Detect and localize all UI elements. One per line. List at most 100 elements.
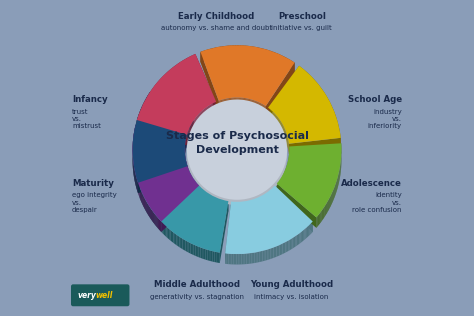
Polygon shape: [209, 194, 210, 204]
Polygon shape: [183, 59, 184, 71]
Polygon shape: [297, 234, 298, 246]
Polygon shape: [283, 56, 284, 67]
Wedge shape: [277, 143, 341, 217]
Polygon shape: [215, 47, 217, 58]
Polygon shape: [201, 51, 202, 62]
Polygon shape: [227, 98, 228, 109]
Polygon shape: [141, 107, 142, 119]
Polygon shape: [158, 80, 159, 92]
Polygon shape: [161, 222, 163, 233]
Polygon shape: [169, 229, 171, 241]
Polygon shape: [146, 201, 147, 213]
Polygon shape: [203, 189, 204, 200]
Polygon shape: [274, 185, 275, 197]
Polygon shape: [246, 98, 247, 109]
Polygon shape: [150, 207, 151, 219]
Polygon shape: [202, 51, 203, 62]
Polygon shape: [144, 100, 145, 112]
Polygon shape: [302, 230, 303, 242]
Polygon shape: [232, 98, 233, 108]
Polygon shape: [214, 102, 215, 113]
Polygon shape: [223, 99, 224, 110]
Polygon shape: [208, 193, 209, 204]
Polygon shape: [137, 181, 138, 193]
Polygon shape: [299, 233, 301, 244]
Polygon shape: [236, 202, 237, 212]
Polygon shape: [275, 185, 313, 232]
Polygon shape: [143, 195, 144, 207]
Polygon shape: [265, 193, 266, 204]
Polygon shape: [289, 59, 291, 70]
Polygon shape: [251, 200, 252, 210]
Polygon shape: [205, 191, 206, 202]
Polygon shape: [233, 254, 235, 264]
Polygon shape: [258, 197, 259, 208]
Wedge shape: [137, 54, 216, 135]
Polygon shape: [144, 196, 145, 208]
Polygon shape: [142, 193, 143, 205]
Polygon shape: [254, 199, 255, 210]
Polygon shape: [292, 61, 293, 72]
Polygon shape: [299, 66, 300, 77]
Polygon shape: [148, 94, 149, 105]
Circle shape: [187, 100, 287, 200]
Polygon shape: [329, 100, 330, 112]
Polygon shape: [237, 254, 238, 264]
Polygon shape: [233, 202, 234, 212]
Polygon shape: [195, 54, 216, 112]
Polygon shape: [269, 190, 270, 201]
Polygon shape: [253, 100, 254, 111]
Polygon shape: [262, 104, 263, 115]
Polygon shape: [166, 227, 168, 238]
Polygon shape: [202, 110, 203, 121]
Polygon shape: [220, 46, 221, 57]
Polygon shape: [330, 103, 331, 115]
Polygon shape: [320, 87, 321, 99]
Text: initiative vs. guilt: initiative vs. guilt: [271, 25, 332, 31]
Polygon shape: [142, 192, 143, 204]
Polygon shape: [209, 105, 210, 116]
Polygon shape: [252, 199, 253, 210]
Polygon shape: [228, 98, 229, 109]
Polygon shape: [168, 228, 169, 240]
Polygon shape: [147, 95, 148, 106]
Polygon shape: [136, 125, 186, 148]
Polygon shape: [234, 97, 235, 108]
Polygon shape: [271, 51, 273, 62]
Polygon shape: [257, 101, 258, 112]
Polygon shape: [231, 202, 232, 212]
Polygon shape: [233, 98, 234, 108]
Polygon shape: [307, 72, 308, 83]
Polygon shape: [225, 46, 227, 57]
Polygon shape: [272, 188, 273, 199]
Polygon shape: [207, 192, 208, 203]
Polygon shape: [275, 114, 276, 125]
Polygon shape: [256, 198, 257, 209]
Polygon shape: [186, 58, 187, 69]
Polygon shape: [152, 211, 153, 222]
Polygon shape: [143, 103, 144, 115]
Polygon shape: [215, 197, 216, 208]
Polygon shape: [154, 86, 155, 98]
Polygon shape: [186, 240, 187, 252]
Polygon shape: [259, 102, 260, 113]
Polygon shape: [281, 244, 283, 255]
Polygon shape: [277, 184, 316, 228]
Polygon shape: [163, 76, 164, 87]
Text: industry
vs.
inferiority: industry vs. inferiority: [368, 109, 402, 130]
Polygon shape: [302, 68, 304, 80]
Polygon shape: [201, 187, 202, 198]
Polygon shape: [251, 253, 253, 264]
Polygon shape: [255, 101, 256, 112]
Polygon shape: [184, 59, 186, 70]
Polygon shape: [318, 214, 319, 226]
Polygon shape: [192, 55, 194, 66]
Text: Middle Adulthood: Middle Adulthood: [155, 280, 240, 289]
Polygon shape: [265, 106, 266, 117]
Polygon shape: [207, 106, 208, 118]
Polygon shape: [309, 224, 310, 235]
Polygon shape: [268, 108, 269, 118]
Polygon shape: [196, 182, 197, 193]
Polygon shape: [156, 216, 158, 228]
Polygon shape: [230, 98, 231, 108]
